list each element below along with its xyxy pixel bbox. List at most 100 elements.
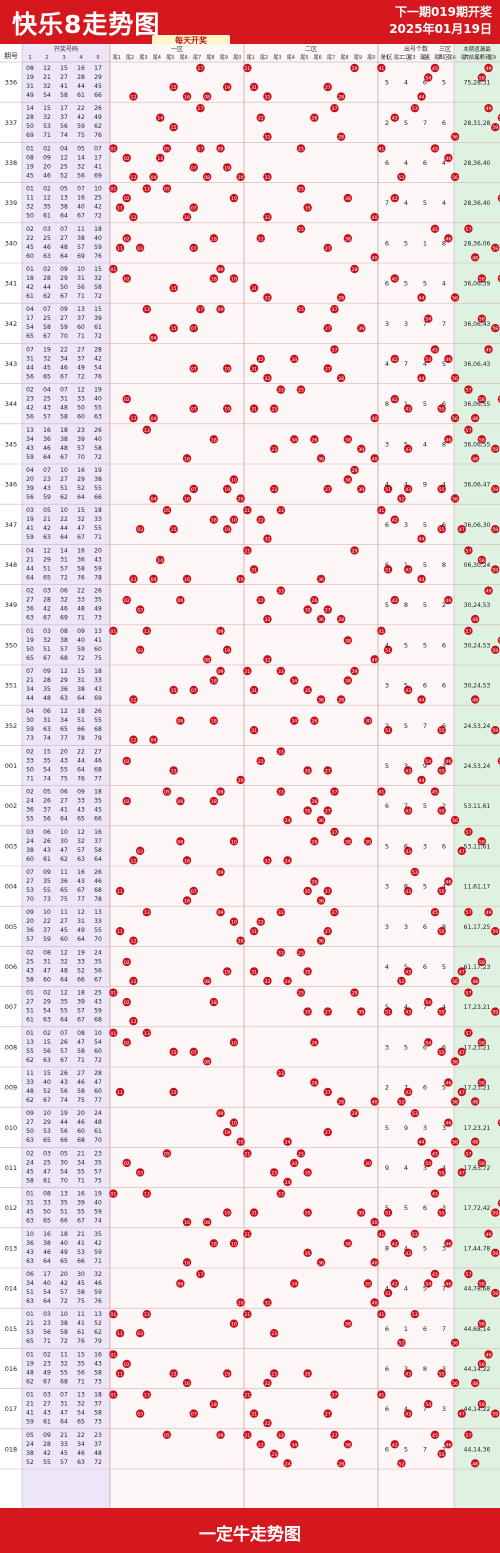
trend-ball bbox=[330, 345, 339, 354]
trend-ball bbox=[464, 1028, 473, 1037]
trend-ball bbox=[363, 1279, 373, 1288]
drawn-number: 50 bbox=[26, 766, 34, 773]
filter-value: 30,24,53 bbox=[464, 602, 491, 609]
trend-ball bbox=[444, 1118, 453, 1127]
drawn-number: 55 bbox=[94, 927, 102, 934]
drawn-number: 66 bbox=[94, 816, 102, 823]
trend-ball-label: 21 bbox=[244, 1151, 250, 1157]
trend-ball bbox=[437, 766, 446, 775]
drawn-number: 32 bbox=[60, 958, 68, 965]
trend-ball bbox=[276, 908, 286, 917]
trend-ball-label: 18 bbox=[211, 437, 217, 443]
trend-ball bbox=[216, 626, 225, 635]
drawn-number: 42 bbox=[43, 525, 51, 532]
drawn-number: 28 bbox=[43, 597, 51, 604]
trend-ball-label: 42 bbox=[392, 1282, 398, 1288]
zone-count-value: 7 bbox=[423, 320, 427, 328]
drawn-number: 58 bbox=[43, 324, 51, 331]
trend-ball bbox=[477, 1399, 487, 1409]
zone-count-value: 6 bbox=[385, 1445, 389, 1453]
drawn-number: 53 bbox=[26, 1329, 34, 1336]
trend-ball bbox=[216, 908, 225, 917]
trend-ball bbox=[403, 685, 413, 695]
trend-ball-label: 46 bbox=[445, 1121, 451, 1127]
drawn-number: 57 bbox=[26, 936, 34, 943]
drawn-number: 28 bbox=[43, 677, 51, 684]
drawn-number: 73 bbox=[43, 896, 51, 903]
trend-ball-label: 49 bbox=[486, 347, 492, 353]
drawn-number: 57 bbox=[77, 244, 85, 251]
filter-value: 17,23,21 bbox=[464, 1085, 491, 1092]
drawn-number: 53 bbox=[43, 1128, 51, 1135]
trend-ball-label: 08 bbox=[204, 1059, 210, 1065]
zone-count-value: 3 bbox=[442, 1124, 446, 1132]
zone-count-value: 4 bbox=[385, 641, 389, 649]
drawn-number: 32 bbox=[43, 637, 51, 644]
trend-ball-label: 06 bbox=[177, 839, 183, 845]
trend-ball-label: 59 bbox=[492, 326, 498, 332]
trend-ball-label: 20 bbox=[238, 778, 244, 784]
zone-count-value: 5 bbox=[442, 79, 446, 87]
drawn-number: 34 bbox=[77, 1441, 85, 1448]
drawn-number: 12 bbox=[60, 949, 68, 956]
trend-ball bbox=[444, 595, 453, 605]
trend-ball bbox=[377, 506, 386, 515]
trend-ball bbox=[156, 113, 165, 122]
drawn-number: 72 bbox=[60, 1298, 68, 1305]
drawn-number: 38 bbox=[60, 436, 68, 443]
trend-ball-label: 09 bbox=[218, 146, 224, 152]
drawn-number: 35 bbox=[94, 1231, 102, 1238]
drawn-number: 30 bbox=[26, 717, 34, 724]
trend-ball-label: 58 bbox=[479, 1040, 485, 1046]
trend-ball bbox=[370, 454, 379, 463]
filter-value: 53,11,61 bbox=[464, 803, 491, 810]
trend-ball-label: 47 bbox=[459, 1170, 465, 1176]
trend-ball bbox=[464, 827, 473, 836]
drawn-number: 27 bbox=[26, 597, 34, 604]
drawn-number: 49 bbox=[94, 606, 102, 613]
drawn-number: 59 bbox=[94, 1249, 102, 1256]
trend-ball-label: 46 bbox=[445, 1442, 451, 1448]
trend-ball bbox=[477, 1158, 487, 1168]
drawn-number: 46 bbox=[94, 878, 102, 885]
trend-ball-label: 05 bbox=[164, 790, 170, 796]
trend-ball-label: 23 bbox=[271, 1170, 277, 1176]
trend-ball-label: 36 bbox=[318, 617, 324, 623]
trend-ball-label: 01 bbox=[110, 187, 116, 193]
drawn-number: 32 bbox=[77, 163, 85, 170]
drawn-number: 27 bbox=[60, 918, 68, 925]
period-label: 347 bbox=[5, 521, 17, 529]
trend-ball-label: 13 bbox=[144, 1393, 150, 1399]
zone-count-value: 5 bbox=[442, 360, 446, 368]
trend-ball-label: 43 bbox=[405, 768, 411, 774]
drawn-number: 29 bbox=[77, 476, 85, 483]
trend-ball-label: 18 bbox=[211, 1241, 217, 1247]
drawn-number: 71 bbox=[94, 1258, 102, 1265]
trend-ball bbox=[290, 676, 299, 685]
trend-ball-label: 59 bbox=[492, 246, 498, 252]
trend-ball-label: 48 bbox=[472, 1140, 478, 1146]
trend-ball bbox=[390, 595, 399, 605]
trend-ball bbox=[189, 685, 198, 695]
trend-ball-label: 25 bbox=[298, 950, 304, 956]
zone-count-value: 8 bbox=[423, 1365, 427, 1373]
trend-ball-label: 43 bbox=[405, 969, 411, 975]
drawn-number: 71 bbox=[43, 1338, 51, 1345]
trend-ball bbox=[129, 413, 138, 423]
trend-ball bbox=[336, 1459, 346, 1468]
trend-ball bbox=[316, 815, 326, 825]
drawn-number: 60 bbox=[94, 1088, 102, 1095]
drawn-number: 34 bbox=[60, 355, 68, 362]
trend-ball-label: 42 bbox=[392, 518, 398, 524]
trend-ball-label: 55 bbox=[439, 407, 445, 413]
drawn-number: 47 bbox=[77, 525, 85, 532]
trend-ball-label: 44 bbox=[419, 95, 425, 101]
trend-ball-label: 34 bbox=[291, 1161, 297, 1167]
trend-ball-label: 52 bbox=[399, 497, 405, 503]
drawn-number: 28 bbox=[94, 346, 102, 353]
drawn-number: 58 bbox=[77, 1048, 85, 1055]
drawn-number: 49 bbox=[60, 1249, 68, 1256]
trend-ball-label: 12 bbox=[131, 939, 137, 945]
period-label: 017 bbox=[5, 1405, 17, 1413]
header-zone: 三区 bbox=[439, 46, 451, 53]
